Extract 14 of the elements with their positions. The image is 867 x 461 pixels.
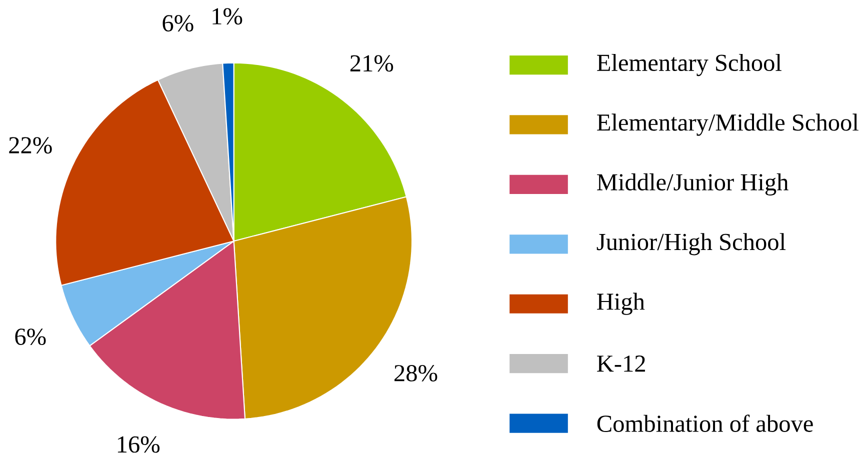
legend-label: Combination of above [597,414,813,432]
legend-label: High [597,292,645,315]
data-label: 6% [162,15,194,32]
data-label: 21% [350,55,394,72]
data-label: 22% [9,137,52,154]
legend-label: K-12 [597,356,645,372]
legend-label: Junior/High School [596,233,786,256]
legend-label: Middle/Junior High [597,173,788,196]
legend-label: Elementary School [597,54,782,76]
data-label: 1% [212,8,242,25]
legend-label: Elementary/Middle School [597,114,858,136]
data-label: 6% [15,328,46,346]
data-label: 28% [394,365,438,382]
data-label: 16% [118,436,160,453]
